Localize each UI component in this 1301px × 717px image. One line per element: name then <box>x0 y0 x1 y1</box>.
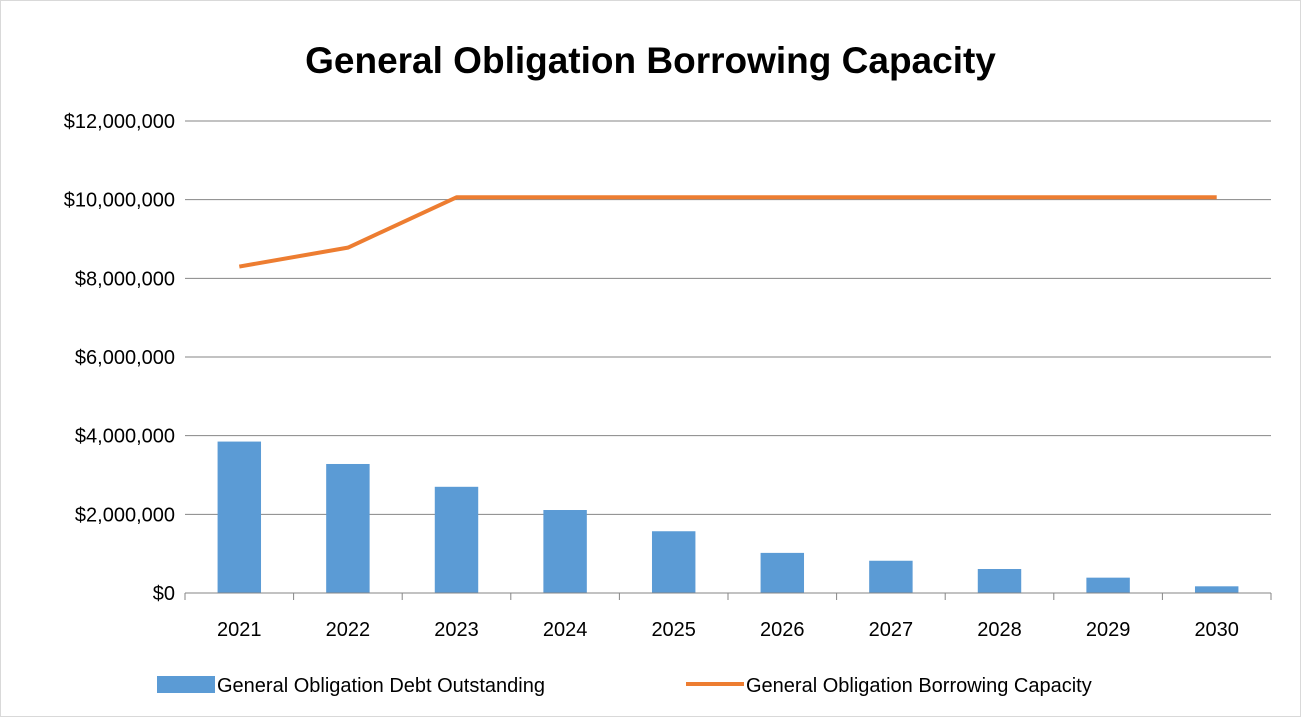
x-tick-label: 2025 <box>651 619 696 641</box>
gridlines <box>185 120 1271 515</box>
x-tick-label: 2029 <box>1086 619 1131 641</box>
legend-label-capacity: General Obligation Borrowing Capacity <box>746 675 1092 697</box>
x-tick-label: 2023 <box>434 619 479 641</box>
bar-2026 <box>760 552 805 593</box>
x-tick-label: 2022 <box>326 619 371 641</box>
legend-swatch-debt <box>157 676 215 693</box>
bar-2021 <box>217 441 262 593</box>
x-tick-label: 2030 <box>1194 619 1239 641</box>
y-axis-ticks: $0 $2,000,000 $4,000,000 $6,000,000 $8,000,0… <box>64 111 175 605</box>
legend-label-debt: General Obligation Debt Outstanding <box>217 675 545 697</box>
y-tick-label: $6,000,000 <box>75 347 175 369</box>
bar-2030 <box>1194 586 1239 593</box>
line-borrowing-capacity <box>238 195 1217 269</box>
bar-2023 <box>434 486 479 593</box>
y-tick-label: $4,000,000 <box>75 426 175 448</box>
y-tick-label: $12,000,000 <box>64 111 175 133</box>
bar-2027 <box>869 560 913 593</box>
bar-2024 <box>543 510 587 593</box>
bar-series <box>217 441 1239 593</box>
bar-2029 <box>1086 577 1130 593</box>
x-tick-label: 2021 <box>217 619 262 641</box>
x-tick-label: 2024 <box>543 619 588 641</box>
bar-2025 <box>651 531 696 593</box>
bar-2022 <box>326 463 370 593</box>
x-tick-label: 2027 <box>869 619 914 641</box>
bar-2028 <box>977 569 1022 593</box>
line-series <box>238 195 1217 269</box>
y-tick-label: $10,000,000 <box>64 190 175 212</box>
y-tick-label: $8,000,000 <box>75 268 175 290</box>
chart-title: General Obligation Borrowing Capacity <box>305 40 996 81</box>
x-tick-label: 2026 <box>760 619 805 641</box>
y-tick-label: $0 <box>153 583 175 605</box>
x-axis: 2021 2022 2023 2024 2025 2026 2027 2028 2029 2030 <box>184 592 1272 641</box>
legend: General Obligation Debt Outstanding Gene… <box>157 675 1092 697</box>
y-tick-label: $2,000,000 <box>75 504 175 526</box>
x-tick-label: 2028 <box>977 619 1022 641</box>
